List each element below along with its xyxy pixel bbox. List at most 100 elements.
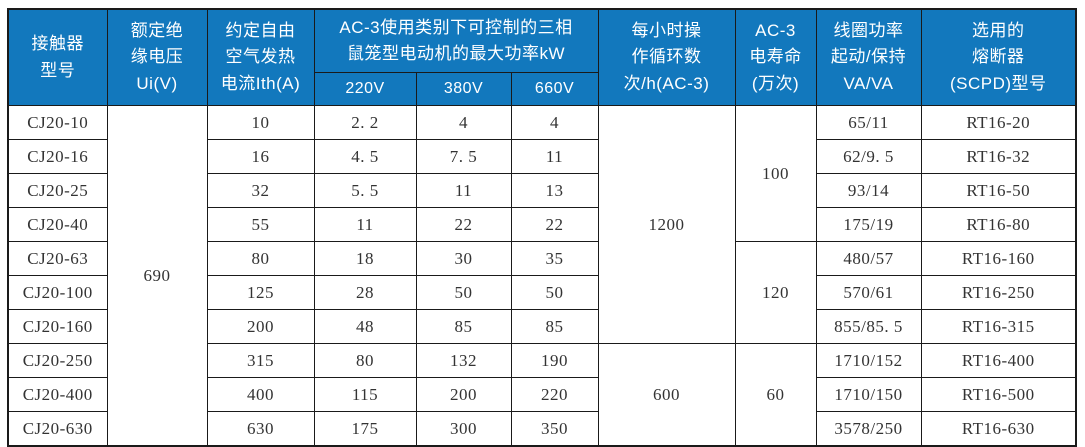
header-operating-cycles: 每小时操 作循环数 次/h(AC-3) xyxy=(597,8,736,106)
cell-p380: 200 xyxy=(415,377,512,412)
cell-ith: 315 xyxy=(206,343,315,378)
cell-fuse: RT16-400 xyxy=(920,343,1077,378)
header-contactor-model: 接触器 型号 xyxy=(7,8,108,106)
table-row: CJ20-160 200 48 85 85 855/85. 5 RT16-315 xyxy=(7,309,1077,344)
cell-p660: 85 xyxy=(510,309,599,344)
cell-p660: 13 xyxy=(510,173,599,208)
cell-coil: 1710/150 xyxy=(815,377,922,412)
header-fuse-type: 选用的 熔断器 (SCPD)型号 xyxy=(920,8,1077,106)
cell-p380: 4 xyxy=(415,105,512,140)
cell-p660: 50 xyxy=(510,275,599,310)
cell-fuse: RT16-20 xyxy=(920,105,1077,140)
contactor-spec-table: 接触器 型号 额定绝 缘电压 Ui(V) 约定自由 空气发热 电流Ith(A) … xyxy=(7,8,1077,447)
cell-ith: 400 xyxy=(206,377,315,412)
cell-fuse: RT16-32 xyxy=(920,139,1077,174)
cell-ith: 630 xyxy=(206,411,315,447)
cell-coil: 1710/152 xyxy=(815,343,922,378)
cell-fuse: RT16-250 xyxy=(920,275,1077,310)
cell-p220: 48 xyxy=(313,309,417,344)
cell-coil: 570/61 xyxy=(815,275,922,310)
table-row: CJ20-25 32 5. 5 11 13 93/14 RT16-50 xyxy=(7,173,1077,208)
cell-model: CJ20-10 xyxy=(7,105,108,140)
header-power-220v: 220V xyxy=(313,72,417,106)
cell-fuse: RT16-630 xyxy=(920,411,1077,447)
header-thermal-current: 约定自由 空气发热 电流Ith(A) xyxy=(206,8,315,106)
cell-fuse: RT16-500 xyxy=(920,377,1077,412)
cell-p660: 35 xyxy=(510,241,599,276)
cell-fuse: RT16-160 xyxy=(920,241,1077,276)
cell-p380: 50 xyxy=(415,275,512,310)
cell-insulation-voltage: 690 xyxy=(106,105,208,447)
cell-coil: 93/14 xyxy=(815,173,922,208)
header-power-380v: 380V xyxy=(415,72,512,106)
header-power-660v: 660V xyxy=(510,72,599,106)
cell-coil: 175/19 xyxy=(815,207,922,242)
cell-fuse: RT16-315 xyxy=(920,309,1077,344)
cell-life-group2: 120 xyxy=(734,241,817,344)
cell-model: CJ20-63 xyxy=(7,241,108,276)
cell-coil: 62/9. 5 xyxy=(815,139,922,174)
cell-model: CJ20-100 xyxy=(7,275,108,310)
cell-p220: 115 xyxy=(313,377,417,412)
cell-p380: 30 xyxy=(415,241,512,276)
header-electrical-life: AC-3 电寿命 (万次) xyxy=(734,8,817,106)
cell-p220: 80 xyxy=(313,343,417,378)
header-max-power-group: AC-3使用类别下可控制的三相 鼠笼型电动机的最大功率kW xyxy=(313,8,599,73)
cell-ith: 200 xyxy=(206,309,315,344)
cell-cycles-group1: 1200 xyxy=(597,105,736,344)
cell-ith: 55 xyxy=(206,207,315,242)
cell-model: CJ20-250 xyxy=(7,343,108,378)
cell-p380: 7. 5 xyxy=(415,139,512,174)
cell-coil: 480/57 xyxy=(815,241,922,276)
table-row: CJ20-40 55 11 22 22 175/19 RT16-80 xyxy=(7,207,1077,242)
contactor-spec-table-container: 接触器 型号 额定绝 缘电压 Ui(V) 约定自由 空气发热 电流Ith(A) … xyxy=(7,8,1077,447)
cell-fuse: RT16-80 xyxy=(920,207,1077,242)
cell-p220: 18 xyxy=(313,241,417,276)
cell-model: CJ20-400 xyxy=(7,377,108,412)
header-insulation-voltage: 额定绝 缘电压 Ui(V) xyxy=(106,8,208,106)
cell-p660: 4 xyxy=(510,105,599,140)
cell-ith: 80 xyxy=(206,241,315,276)
cell-p660: 350 xyxy=(510,411,599,447)
table-body: CJ20-10 690 10 2. 2 4 4 1200 100 65/11 R… xyxy=(7,105,1077,447)
cell-p220: 5. 5 xyxy=(313,173,417,208)
cell-model: CJ20-630 xyxy=(7,411,108,447)
cell-p380: 11 xyxy=(415,173,512,208)
cell-p660: 11 xyxy=(510,139,599,174)
cell-life-group1: 100 xyxy=(734,105,817,242)
cell-p220: 175 xyxy=(313,411,417,447)
cell-coil: 855/85. 5 xyxy=(815,309,922,344)
cell-cycles-group2: 600 xyxy=(597,343,736,447)
table-row: CJ20-250 315 80 132 190 600 60 1710/152 … xyxy=(7,343,1077,447)
table-row: CJ20-16 16 4. 5 7. 5 11 62/9. 5 RT16-32 xyxy=(7,139,1077,174)
cell-p380: 300 xyxy=(415,411,512,447)
table-row: CJ20-10 690 10 2. 2 4 4 1200 100 65/11 R… xyxy=(7,105,1077,447)
table-row: CJ20-63 80 18 30 35 120 480/57 RT16-160 xyxy=(7,241,1077,344)
cell-p380: 22 xyxy=(415,207,512,242)
table-row: CJ20-400 400 115 200 220 1710/150 RT16-5… xyxy=(7,377,1077,412)
cell-p660: 220 xyxy=(510,377,599,412)
cell-model: CJ20-40 xyxy=(7,207,108,242)
cell-coil: 3578/250 xyxy=(815,411,922,447)
cell-p660: 22 xyxy=(510,207,599,242)
cell-model: CJ20-160 xyxy=(7,309,108,344)
header-coil-power: 线圈功率 起动/保持 VA/VA xyxy=(815,8,922,106)
cell-p380: 85 xyxy=(415,309,512,344)
cell-fuse: RT16-50 xyxy=(920,173,1077,208)
table-header: 接触器 型号 额定绝 缘电压 Ui(V) 约定自由 空气发热 电流Ith(A) … xyxy=(7,8,1077,106)
cell-p380: 132 xyxy=(415,343,512,378)
cell-model: CJ20-25 xyxy=(7,173,108,208)
cell-model: CJ20-16 xyxy=(7,139,108,174)
table-row: CJ20-100 125 28 50 50 570/61 RT16-250 xyxy=(7,275,1077,310)
cell-p220: 4. 5 xyxy=(313,139,417,174)
cell-p220: 11 xyxy=(313,207,417,242)
cell-p220: 28 xyxy=(313,275,417,310)
cell-ith: 32 xyxy=(206,173,315,208)
cell-coil: 65/11 xyxy=(815,105,922,140)
cell-p220: 2. 2 xyxy=(313,105,417,140)
cell-life-group3: 60 xyxy=(734,343,817,447)
cell-ith: 125 xyxy=(206,275,315,310)
cell-p660: 190 xyxy=(510,343,599,378)
cell-ith: 16 xyxy=(206,139,315,174)
cell-ith: 10 xyxy=(206,105,315,140)
